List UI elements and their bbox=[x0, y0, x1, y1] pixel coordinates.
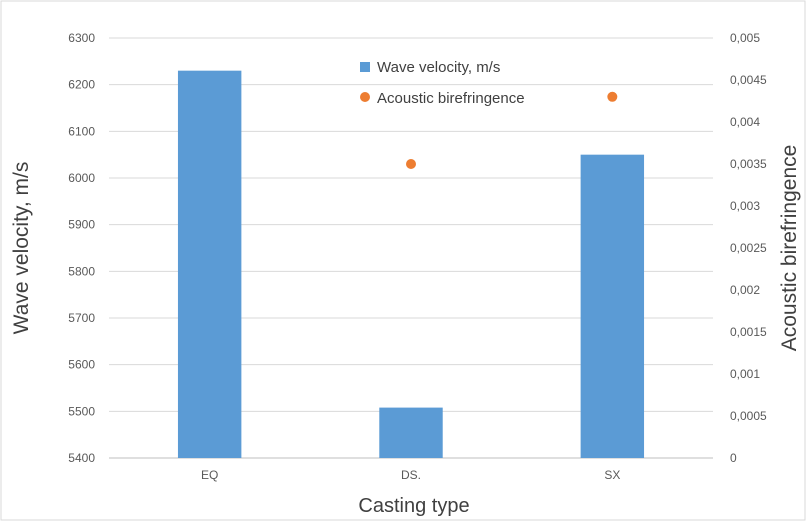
point-acoustic-birefringence bbox=[406, 159, 416, 169]
y-axis-title-left: Wave velocity, m/s bbox=[10, 162, 33, 335]
y-tick-label-right: 0,0015 bbox=[730, 325, 767, 339]
legend-label-wave-velocity: Wave velocity, m/s bbox=[377, 59, 500, 76]
y-axis-left-ticks: 5400 5500 5600 5700 5800 5900 6000 6100 6200 6300 bbox=[68, 31, 95, 465]
bar-wave-velocity bbox=[580, 154, 645, 458]
scatter-series bbox=[406, 91, 618, 169]
y-tick-label-left: 5500 bbox=[68, 404, 95, 418]
x-tick-label: EQ bbox=[201, 468, 218, 482]
y-tick-label-left: 5800 bbox=[68, 264, 95, 278]
y-tick-label-right: 0,001 bbox=[730, 367, 760, 381]
y-tick-label-left: 6300 bbox=[68, 31, 95, 45]
x-axis-ticks: EQ DS. SX bbox=[201, 468, 620, 482]
y-tick-label-left: 6000 bbox=[68, 171, 95, 185]
y-tick-label-right: 0,0045 bbox=[730, 73, 767, 87]
bar-series bbox=[177, 70, 645, 459]
y-tick-label-right: 0,0025 bbox=[730, 241, 767, 255]
legend-label-acoustic-birefringence: Acoustic birefringence bbox=[377, 90, 525, 107]
y-tick-label-left: 6100 bbox=[68, 124, 95, 138]
y-tick-label-right: 0,005 bbox=[730, 31, 760, 45]
y-tick-label-right: 0,0035 bbox=[730, 157, 767, 171]
y-tick-label-left: 5600 bbox=[68, 358, 95, 372]
bar-wave-velocity bbox=[177, 70, 242, 459]
y-tick-label-left: 5900 bbox=[68, 218, 95, 232]
y-axis-title-right: Acoustic birefringence bbox=[778, 145, 801, 352]
x-axis-title: Casting type bbox=[358, 495, 469, 517]
bar-wave-velocity bbox=[379, 407, 443, 458]
y-tick-label-right: 0,002 bbox=[730, 283, 760, 297]
y-axis-right-ticks: 0 0,0005 0,001 0,0015 0,002 0,0025 0,003 0,0035… bbox=[730, 31, 767, 465]
legend-marker-acoustic-birefringence bbox=[360, 92, 370, 102]
point-acoustic-birefringence bbox=[607, 91, 618, 102]
y-tick-label-right: 0,004 bbox=[730, 115, 760, 129]
y-tick-label-right: 0,003 bbox=[730, 199, 760, 213]
x-tick-label: SX bbox=[604, 468, 620, 482]
y-tick-label-right: 0,0005 bbox=[730, 409, 767, 423]
x-tick-label: DS. bbox=[401, 468, 421, 482]
y-tick-label-left: 5400 bbox=[68, 451, 95, 465]
legend: Wave velocity, m/s Acoustic birefringenc… bbox=[360, 59, 525, 107]
y-tick-label-right: 0 bbox=[730, 451, 737, 465]
y-tick-label-left: 6200 bbox=[68, 78, 95, 92]
y-tick-label-left: 5700 bbox=[68, 311, 95, 325]
legend-swatch-wave-velocity bbox=[360, 62, 370, 72]
